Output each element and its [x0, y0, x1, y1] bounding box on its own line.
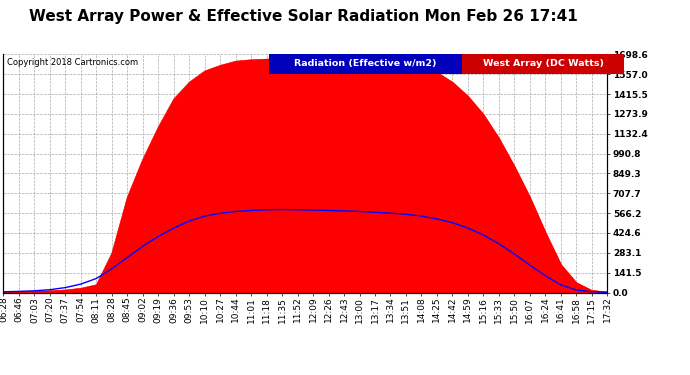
Text: Copyright 2018 Cartronics.com: Copyright 2018 Cartronics.com — [7, 58, 138, 67]
Bar — [462, 54, 624, 74]
Text: Radiation (Effective w/m2): Radiation (Effective w/m2) — [295, 59, 437, 68]
Text: West Array Power & Effective Solar Radiation Mon Feb 26 17:41: West Array Power & Effective Solar Radia… — [29, 9, 578, 24]
Text: West Array (DC Watts): West Array (DC Watts) — [483, 59, 604, 68]
Bar — [269, 54, 462, 74]
